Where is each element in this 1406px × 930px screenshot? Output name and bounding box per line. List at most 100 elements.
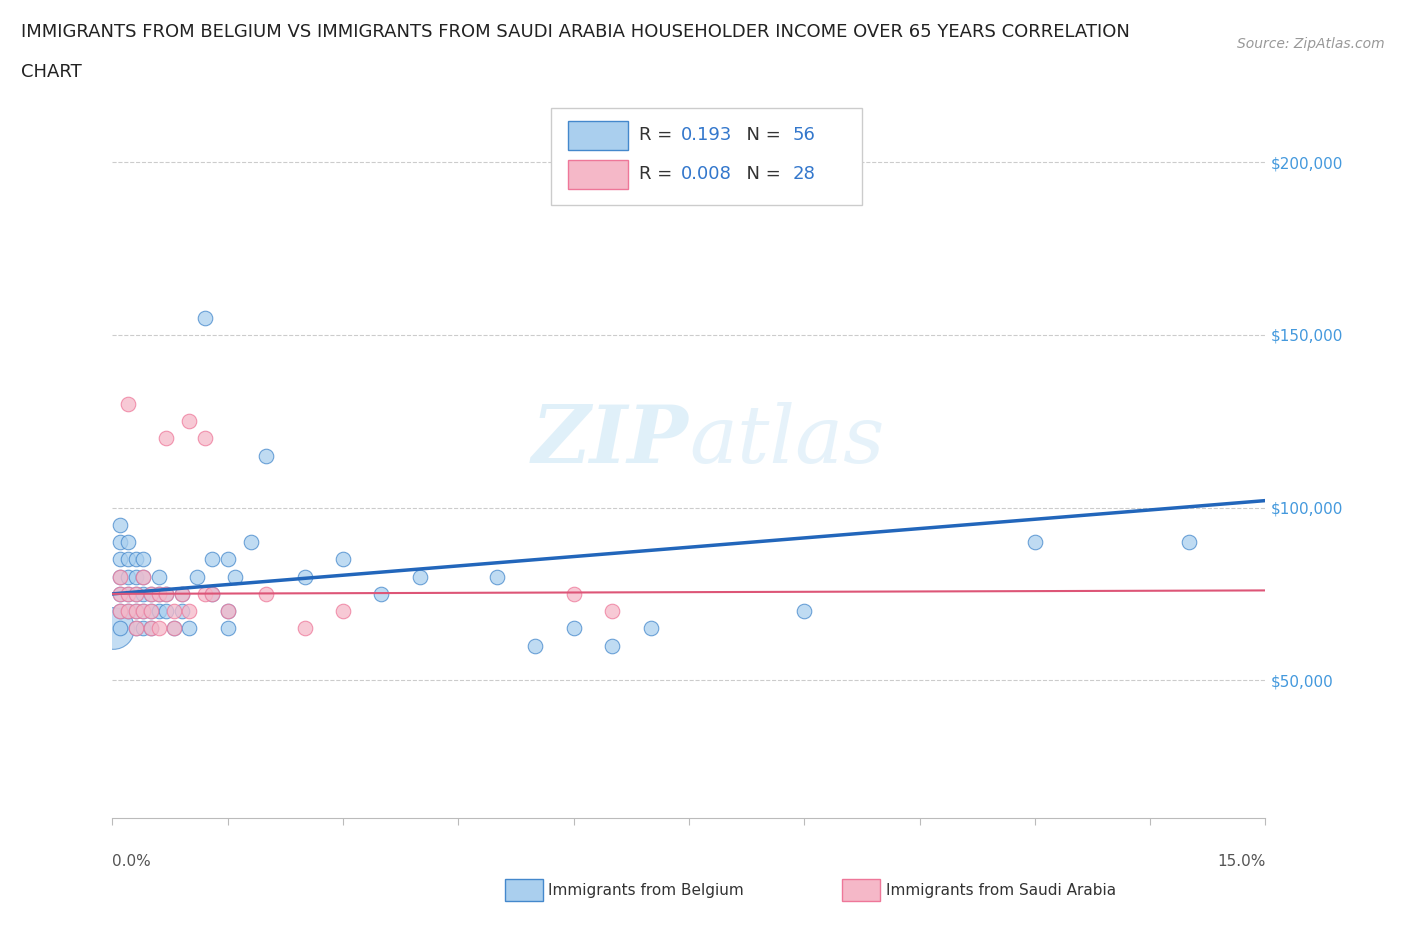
Text: Source: ZipAtlas.com: Source: ZipAtlas.com [1237,37,1385,51]
Point [194,431,217,445]
Point [186,569,208,584]
Point [124,604,146,618]
Point [600,638,623,653]
Point [332,551,354,566]
Point [108,604,131,618]
Point [148,569,170,584]
Point [239,535,262,550]
Point [562,587,585,602]
Point [124,587,146,602]
Text: 56: 56 [793,126,815,144]
Point [254,448,277,463]
Text: 0.0%: 0.0% [112,854,152,869]
Point [294,621,316,636]
Point [170,604,193,618]
Point [155,431,177,445]
Point [163,621,186,636]
Point [179,414,201,429]
FancyBboxPatch shape [568,160,628,189]
Point [132,621,155,636]
Point [224,569,246,584]
Point [108,551,131,566]
Point [793,604,815,618]
Point [139,604,162,618]
Point [409,569,432,584]
Point [108,587,131,602]
Point [139,604,162,618]
Point [132,604,155,618]
Point [194,310,217,325]
Point [524,638,547,653]
Point [132,569,155,584]
Point [132,569,155,584]
Point [108,569,131,584]
Text: 28: 28 [793,165,815,182]
Text: Immigrants from Saudi Arabia: Immigrants from Saudi Arabia [886,884,1116,898]
Point [132,551,155,566]
Text: ZIP: ZIP [531,403,689,480]
Text: 0.193: 0.193 [681,126,733,144]
Point [108,604,131,618]
Point [132,587,155,602]
Text: CHART: CHART [21,63,82,81]
Point [201,587,224,602]
Point [139,621,162,636]
Point [117,604,139,618]
Point [124,621,146,636]
Text: Immigrants from Belgium: Immigrants from Belgium [548,884,744,898]
Text: IMMIGRANTS FROM BELGIUM VS IMMIGRANTS FROM SAUDI ARABIA HOUSEHOLDER INCOME OVER : IMMIGRANTS FROM BELGIUM VS IMMIGRANTS FR… [21,23,1130,41]
Point [370,587,392,602]
Point [179,621,201,636]
Point [108,587,131,602]
Point [103,621,125,636]
Point [201,551,224,566]
Point [108,535,131,550]
Point [117,604,139,618]
Point [148,587,170,602]
Point [1177,535,1199,550]
Point [124,587,146,602]
Point [600,604,623,618]
Point [124,569,146,584]
Point [132,604,155,618]
Point [108,517,131,532]
Point [117,569,139,584]
Point [217,604,239,618]
Point [562,621,585,636]
Point [139,621,162,636]
Point [194,587,217,602]
Point [485,569,508,584]
Point [217,604,239,618]
Point [170,587,193,602]
Point [155,587,177,602]
Point [179,604,201,618]
Text: N =: N = [735,165,786,182]
Point [148,587,170,602]
Point [217,621,239,636]
Point [163,621,186,636]
Point [201,587,224,602]
Point [217,551,239,566]
Point [117,551,139,566]
Point [148,621,170,636]
Text: 0.008: 0.008 [681,165,731,182]
Point [155,587,177,602]
Point [294,569,316,584]
Text: 15.0%: 15.0% [1218,854,1265,869]
Point [139,587,162,602]
Text: R =: R = [640,126,678,144]
Point [108,621,131,636]
Point [640,621,662,636]
Point [254,587,277,602]
Point [124,604,146,618]
Point [139,587,162,602]
Point [124,551,146,566]
Point [117,587,139,602]
Text: R =: R = [640,165,678,182]
Point [170,587,193,602]
Point [163,604,186,618]
Point [124,621,146,636]
Point [332,604,354,618]
Point [117,396,139,411]
Point [108,569,131,584]
